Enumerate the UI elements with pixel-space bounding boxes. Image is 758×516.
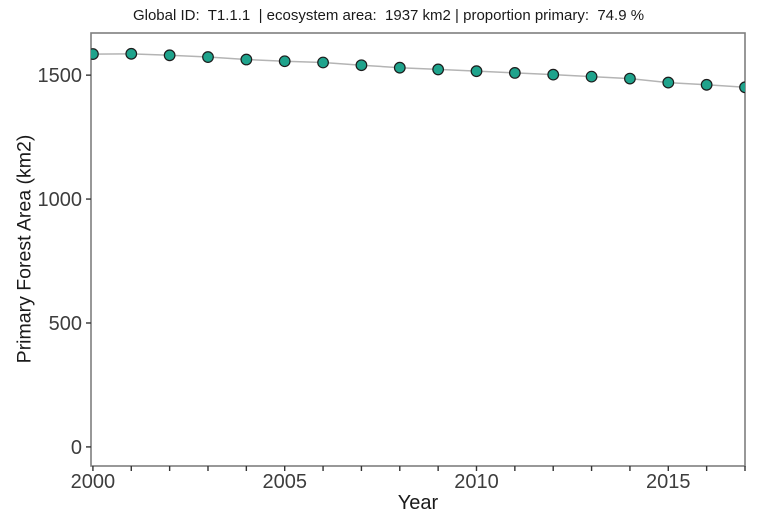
y-tick-label: 1000: [38, 189, 83, 211]
chart-title: Global ID: T1.1.1 | ecosystem area: 1937…: [132, 7, 645, 24]
x-axis-title: Year: [397, 492, 439, 514]
data-point: [470, 65, 483, 78]
data-point: [202, 51, 214, 63]
data-point: [624, 72, 636, 85]
data-point: [355, 59, 368, 72]
data-point: [393, 61, 406, 74]
data-point: [547, 68, 560, 81]
x-tick-label: 2010: [454, 471, 499, 493]
x-tick-label: 2005: [262, 471, 307, 493]
data-point: [240, 53, 253, 66]
x-tick-label: 2000: [71, 471, 116, 493]
data-point: [317, 56, 329, 69]
data-point: [432, 63, 445, 76]
x-tick-label: 2015: [646, 471, 691, 493]
data-point: [278, 55, 291, 68]
series-points: [91, 47, 745, 94]
data-point: [508, 67, 521, 79]
data-point: [739, 81, 745, 94]
series-line: [92, 53, 745, 89]
data-point: [585, 70, 598, 83]
data-point: [125, 47, 138, 60]
data-point: [662, 76, 675, 89]
panel-border: [90, 32, 746, 467]
data-point: [91, 48, 99, 60]
y-tick-label: 500: [49, 313, 82, 335]
y-tick-label: 0: [71, 437, 82, 459]
data-point: [163, 49, 176, 62]
y-tick-label: 1500: [38, 65, 83, 87]
data-point: [700, 78, 713, 91]
